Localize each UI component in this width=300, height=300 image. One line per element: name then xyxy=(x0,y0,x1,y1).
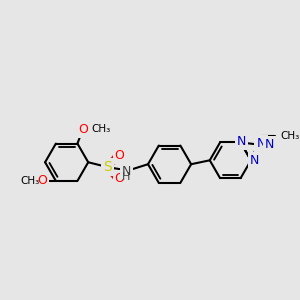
Text: N: N xyxy=(237,135,246,148)
Text: O: O xyxy=(37,174,47,188)
Text: O: O xyxy=(115,172,124,185)
Text: N: N xyxy=(256,137,266,150)
Text: S: S xyxy=(103,160,112,174)
Text: H: H xyxy=(122,172,130,182)
Text: N: N xyxy=(265,138,274,151)
Text: N: N xyxy=(250,154,260,167)
Text: CH₃: CH₃ xyxy=(21,176,40,186)
Text: O: O xyxy=(115,149,124,162)
Text: CH₃: CH₃ xyxy=(91,124,110,134)
Text: CH₃: CH₃ xyxy=(280,131,299,141)
Text: O: O xyxy=(78,123,88,136)
Text: N: N xyxy=(122,165,131,178)
